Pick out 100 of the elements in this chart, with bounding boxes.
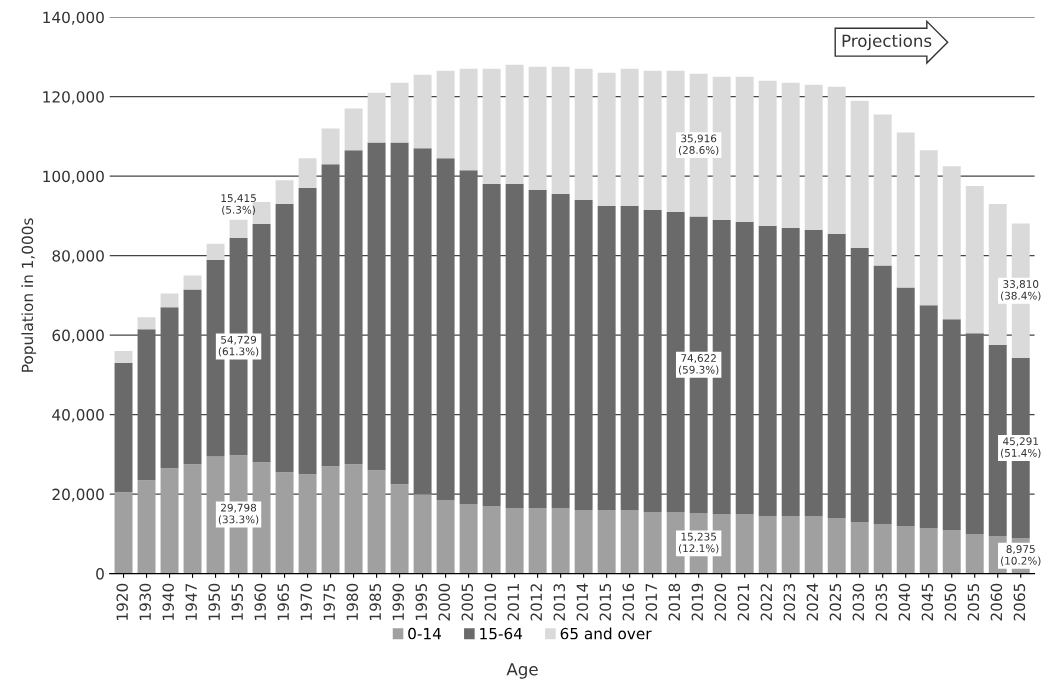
bar xyxy=(643,70,662,210)
bar xyxy=(850,247,869,522)
x-tick-label: 1930 xyxy=(139,583,151,620)
x-tick-label: 2012 xyxy=(530,584,543,621)
bar xyxy=(390,142,409,485)
y-tick-label: 80,000 xyxy=(52,250,104,264)
bar xyxy=(298,474,317,574)
data-label: 54,729 (61.3%) xyxy=(218,335,259,357)
bar xyxy=(965,533,984,574)
bar xyxy=(942,166,961,320)
bar xyxy=(758,516,777,574)
bar xyxy=(505,184,524,509)
x-tick-label: 1995 xyxy=(415,584,428,620)
bar xyxy=(482,184,501,507)
bar xyxy=(183,289,202,465)
bar xyxy=(804,516,823,574)
x-tick-label: 2000 xyxy=(438,583,451,621)
data-label: 8,975 (10.2%) xyxy=(1001,545,1041,566)
x-tick-label: 2065 xyxy=(1013,584,1026,621)
bar xyxy=(758,80,777,226)
bar xyxy=(321,466,340,574)
bar xyxy=(551,194,570,509)
x-tick-label: 1990 xyxy=(392,583,405,620)
bar xyxy=(459,504,478,574)
bar xyxy=(344,108,363,151)
x-tick-label: 2005 xyxy=(461,584,474,621)
bar xyxy=(804,84,823,230)
bar xyxy=(574,200,593,511)
bar xyxy=(114,362,133,493)
y-tick-label: 120,000 xyxy=(43,91,104,105)
x-tick-label: 2060 xyxy=(990,583,1003,621)
bar xyxy=(436,158,455,501)
bar xyxy=(873,114,892,266)
x-tick-label: 1950 xyxy=(208,583,220,620)
x-tick-label: 2013 xyxy=(553,583,566,621)
x-tick-label: 2020 xyxy=(714,583,727,621)
bar xyxy=(367,92,386,143)
bar xyxy=(459,68,478,171)
data-label: 15,235 (12.1%) xyxy=(678,532,719,554)
bar xyxy=(850,521,869,574)
bar xyxy=(367,142,386,471)
bar xyxy=(574,510,593,574)
bar xyxy=(137,480,156,574)
x-tick-label: 1985 xyxy=(369,584,382,620)
bar xyxy=(137,317,156,330)
bar xyxy=(528,508,547,574)
bar xyxy=(850,100,869,248)
bar xyxy=(160,468,179,574)
bar xyxy=(919,150,938,306)
x-axis-title: Age xyxy=(506,663,538,679)
bar xyxy=(758,225,777,517)
bar xyxy=(643,512,662,574)
legend-label: 0-14 xyxy=(408,627,442,640)
x-tick-label: 2035 xyxy=(875,584,888,621)
x-tick-label: 1955 xyxy=(231,584,243,620)
bar xyxy=(919,527,938,574)
x-tick-label: 2040 xyxy=(898,583,911,621)
bar xyxy=(827,86,846,234)
x-tick-label: 1975 xyxy=(323,584,336,620)
bar xyxy=(919,305,938,528)
bar xyxy=(528,190,547,509)
x-tick-label: 1940 xyxy=(162,583,174,620)
x-tick-label: 2018 xyxy=(668,583,681,621)
data-label: 29,798 (33.3%) xyxy=(218,503,259,525)
bar xyxy=(965,186,984,334)
x-tick-label: 2019 xyxy=(691,583,704,621)
y-axis-title: Population in 1,000s xyxy=(21,218,37,372)
x-tick-label: 2015 xyxy=(599,584,612,621)
x-tick-label: 2011 xyxy=(507,584,520,621)
bar xyxy=(873,523,892,574)
bar xyxy=(551,66,570,195)
bar xyxy=(597,205,616,511)
legend-label: 15-64 xyxy=(480,627,523,640)
bar xyxy=(206,243,225,260)
legend-label: 65 and over xyxy=(560,627,652,640)
x-tick-label: 1970 xyxy=(300,583,313,620)
bar xyxy=(436,500,455,574)
bar xyxy=(183,464,202,574)
bar xyxy=(390,484,409,574)
y-tick-label: 100,000 xyxy=(43,170,104,184)
bar xyxy=(827,518,846,574)
x-tick-label: 1960 xyxy=(254,583,266,620)
bar xyxy=(551,508,570,574)
x-tick-label: 2025 xyxy=(829,584,842,621)
bar xyxy=(275,203,294,473)
bar xyxy=(367,470,386,574)
bar xyxy=(942,319,961,530)
bar xyxy=(505,64,524,185)
data-label: 33,810 (38.4%) xyxy=(1001,280,1041,301)
bar xyxy=(735,221,754,515)
bar xyxy=(459,170,478,505)
bar xyxy=(344,464,363,574)
data-label: 35,916 (28.6%) xyxy=(678,134,719,156)
annotation: 15,415 (5.3%) xyxy=(221,194,256,215)
x-tick-label: 2021 xyxy=(737,584,750,621)
bar xyxy=(275,180,294,204)
bar xyxy=(942,529,961,574)
bar xyxy=(298,188,317,475)
bar xyxy=(965,333,984,534)
bar xyxy=(413,494,432,574)
